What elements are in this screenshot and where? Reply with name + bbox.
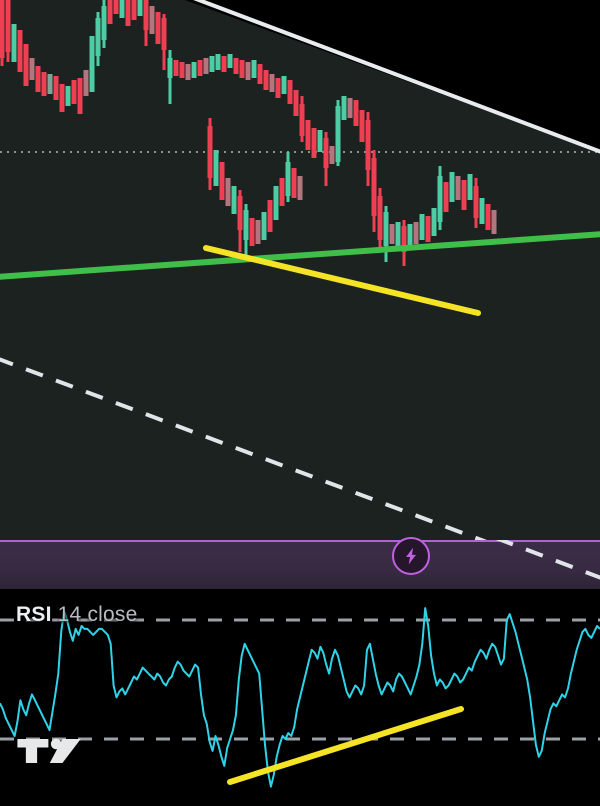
lightning-bolt-icon [406,547,416,565]
rsi-line-series[interactable] [0,607,600,788]
descending-yellow-trendline[interactable] [203,245,481,316]
rsi-legend[interactable]: RSI 14 close [16,603,137,627]
rsi-indicator-panel[interactable]: RSI 14 close [0,589,600,806]
candlestick-series-secondary[interactable] [207,118,303,262]
rsi-chart-canvas[interactable] [0,589,600,806]
descending-resistance-trendline[interactable] [183,0,600,154]
promo-band-fill [0,542,600,589]
lightning-bolt-badge[interactable] [392,537,430,575]
promo-band[interactable] [0,537,600,589]
candlestick-series[interactable] [0,0,497,266]
tradingview-logo[interactable] [16,732,92,770]
rsi-legend-title: RSI [16,603,52,626]
dashed-projection-trendline[interactable] [0,357,600,541]
price-chart-panel[interactable] [0,0,600,541]
price-chart-canvas[interactable] [0,0,600,541]
rsi-ascending-trendline[interactable] [227,706,464,785]
rsi-legend-params: 14 close [57,603,138,626]
ascending-support-trendline[interactable] [0,231,600,280]
